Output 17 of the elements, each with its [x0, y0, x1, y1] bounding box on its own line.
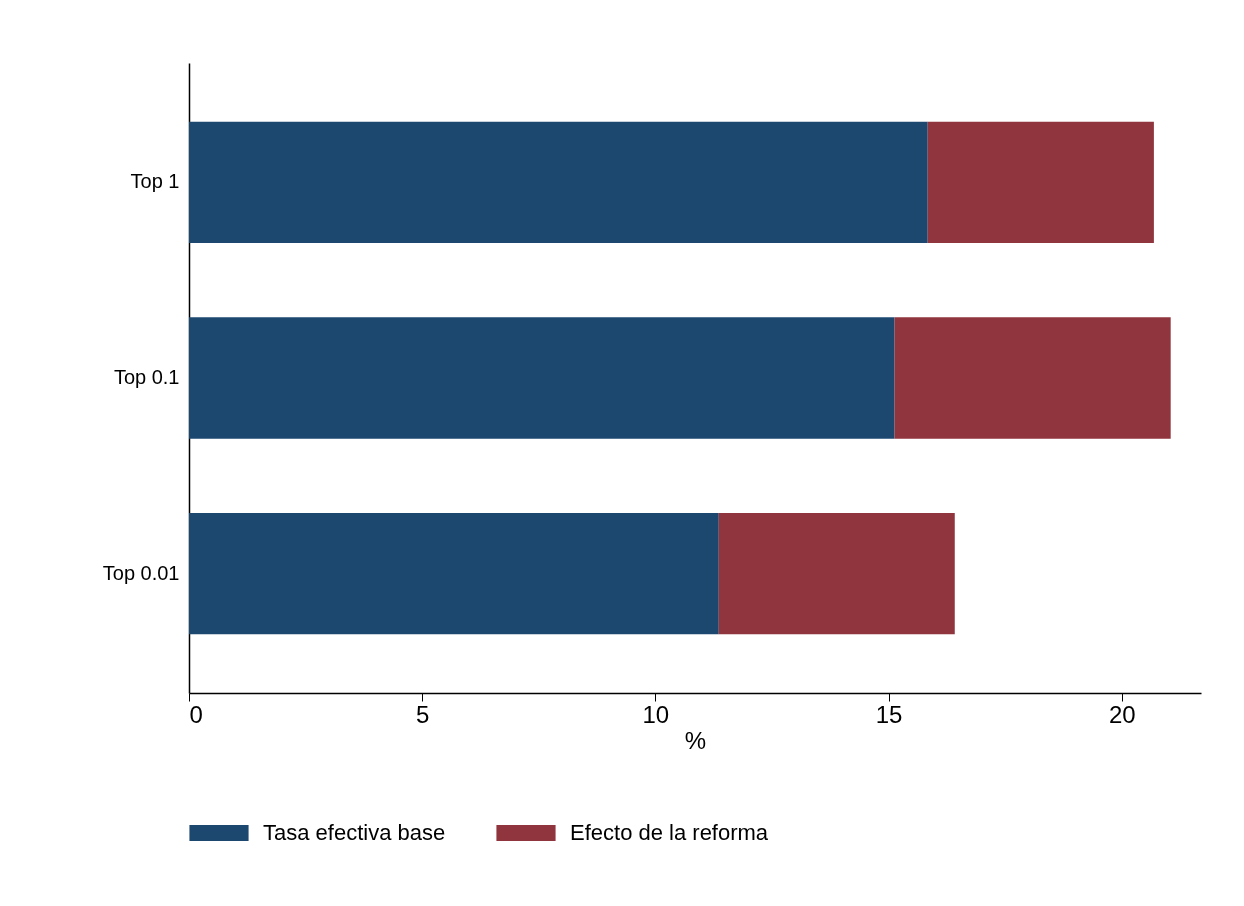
legend-label: Tasa efectiva base	[263, 820, 446, 845]
bar	[927, 121, 1154, 243]
bar	[894, 317, 1171, 439]
x-tick-label: 5	[416, 700, 430, 728]
y-tick-label: Top 0.01	[102, 561, 180, 584]
x-axis-title: %	[684, 726, 707, 754]
bar	[189, 513, 719, 635]
x-tick-label: 10	[642, 700, 670, 728]
bar	[189, 121, 928, 243]
y-tick-label: Top 1	[130, 170, 180, 193]
x-tick-label: 15	[875, 700, 903, 728]
bar	[718, 513, 955, 635]
x-tick-label: 20	[1108, 700, 1136, 728]
bar	[189, 317, 895, 439]
legend-label: Efecto de la reforma	[570, 820, 769, 845]
x-tick-label: 0	[189, 700, 203, 728]
y-tick-label: Top 0.1	[113, 366, 180, 388]
